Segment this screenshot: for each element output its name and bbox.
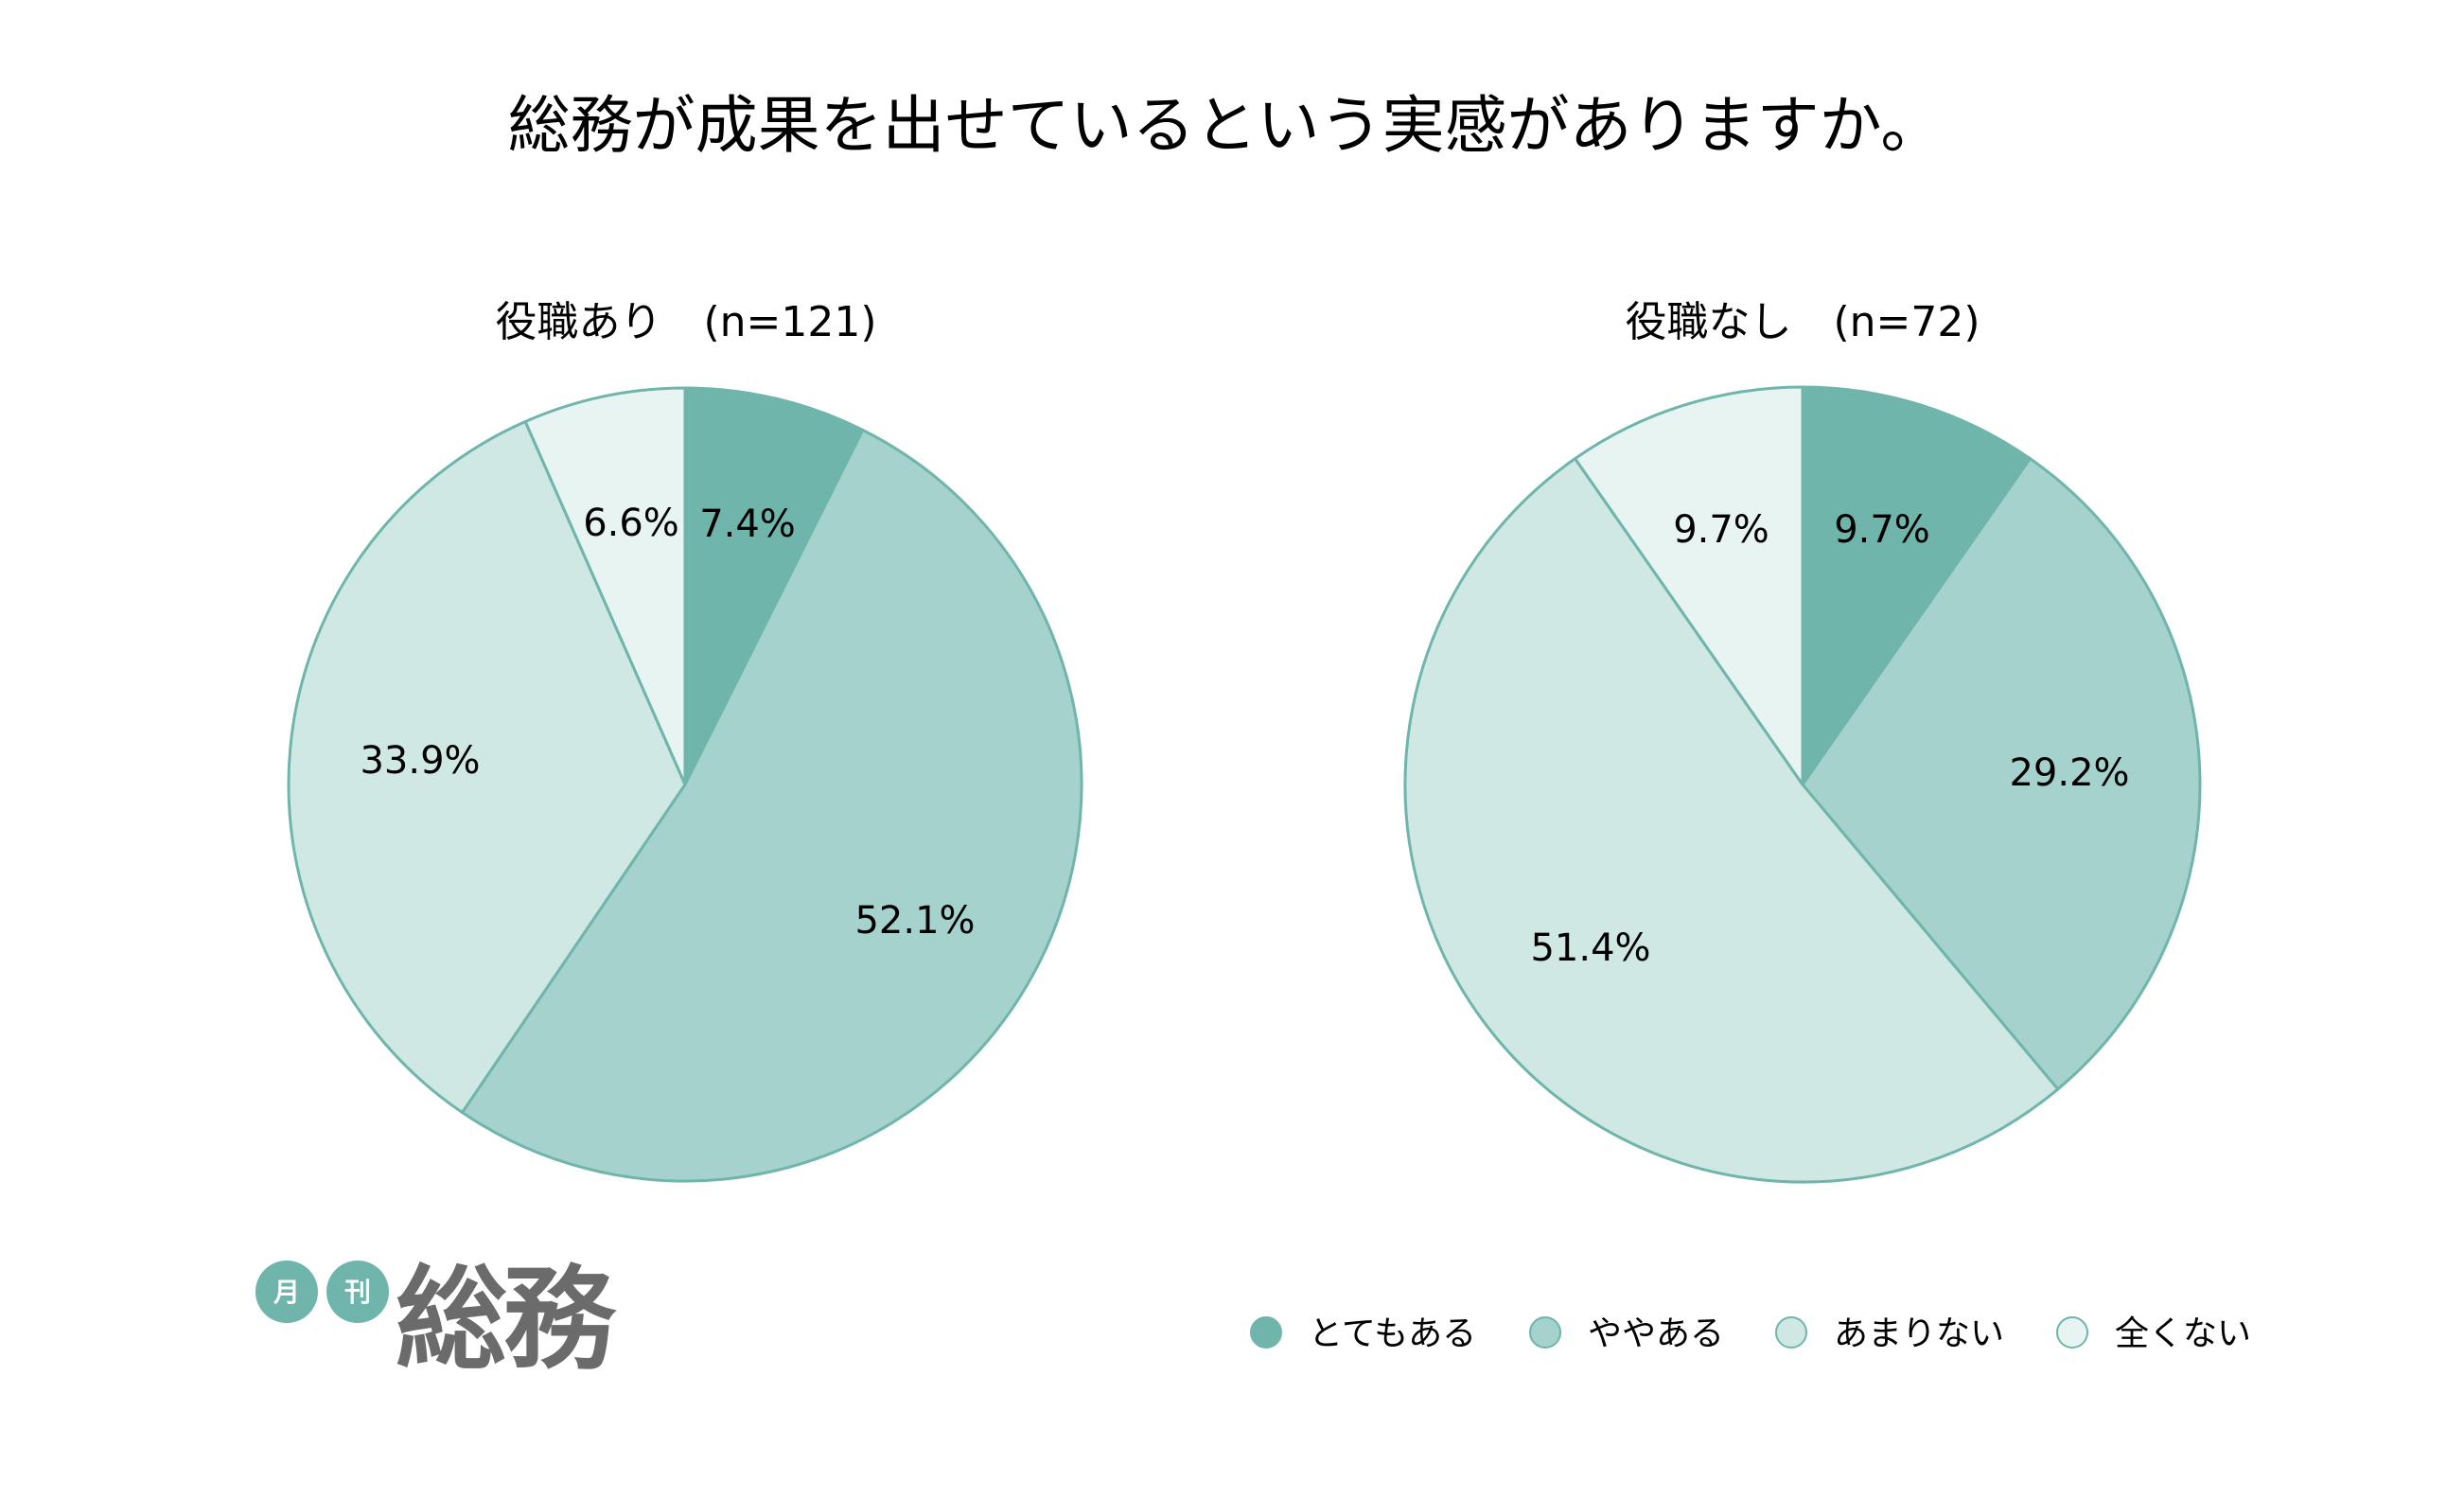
pie-slice-4	[523, 386, 687, 786]
slice-data-label: 9.7%	[1834, 508, 1930, 552]
legend-label-4: 全くない	[2115, 1314, 2251, 1353]
logo-small-text: 刊	[344, 1277, 371, 1308]
chart-title: 総務が成果を出せているという実感がありますか。	[508, 89, 1944, 162]
pie-title: 役職なし (n=72)	[1625, 298, 1980, 346]
pie-chart-yakushoku-ari: 役職あり (n=121) 7.4% 52.1% 33.9% 6.6%	[287, 298, 1083, 1183]
logo-main-text: 総務	[396, 1254, 617, 1384]
logo-small-text: 月	[273, 1277, 300, 1308]
logo-circle	[255, 1261, 318, 1323]
slice-data-label: 51.4%	[1530, 926, 1650, 970]
legend-swatch-2	[1529, 1316, 1561, 1349]
pie-chart-yakushoku-nashi: 役職なし (n=72) 9.7% 29.2% 51.4% 9.7%	[1403, 298, 2202, 1184]
gekkan-soumu-logo: 月 刊 総務	[255, 1254, 621, 1384]
slice-data-label: 7.4%	[699, 503, 796, 546]
pie-slice-4	[1574, 385, 1804, 786]
pie-title: 役職あり (n=121)	[495, 298, 876, 346]
legend-swatch-3	[1775, 1316, 1807, 1349]
pie-slice-3	[287, 420, 687, 1115]
slice-data-label: 9.7%	[1673, 508, 1769, 552]
logo-circle	[326, 1261, 389, 1323]
pie-slice-2	[460, 428, 1083, 1183]
slice-data-label: 6.6%	[583, 502, 679, 545]
legend-label-2: ややある	[1588, 1314, 1724, 1353]
pie-slice-1	[683, 386, 865, 786]
legend: とてもある ややある あまりない 全くない	[1250, 1314, 2251, 1353]
slice-data-label: 29.2%	[2009, 751, 2129, 795]
legend-swatch-4	[2056, 1316, 2088, 1349]
slice-data-label: 52.1%	[854, 899, 975, 943]
legend-swatch-1	[1250, 1316, 1282, 1349]
slice-data-label: 33.9%	[360, 739, 480, 783]
legend-label-3: あまりない	[1834, 1314, 2004, 1353]
pie-slice-2	[1801, 457, 2202, 1091]
pie-slice-1	[1801, 385, 2032, 786]
pie-slice-3	[1403, 457, 2060, 1184]
legend-label-1: とてもある	[1309, 1314, 1476, 1353]
